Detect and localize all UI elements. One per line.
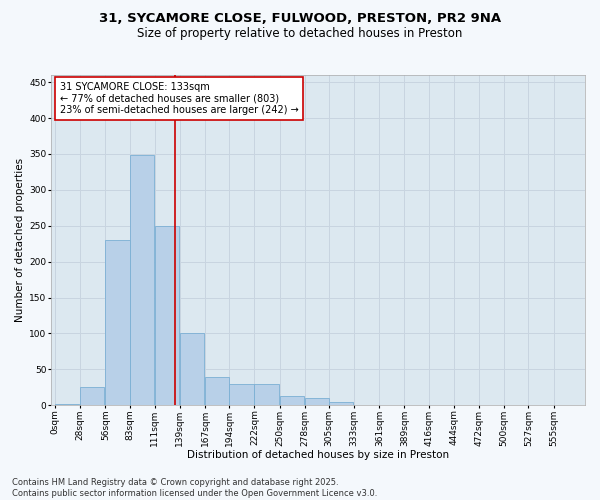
Bar — [55, 404, 79, 406]
Bar — [329, 402, 353, 406]
Y-axis label: Number of detached properties: Number of detached properties — [15, 158, 25, 322]
Bar — [180, 334, 204, 406]
Text: Size of property relative to detached houses in Preston: Size of property relative to detached ho… — [137, 28, 463, 40]
Bar — [205, 376, 229, 406]
Bar — [155, 226, 179, 406]
Bar — [354, 404, 379, 406]
Bar — [130, 156, 154, 406]
Text: 31, SYCAMORE CLOSE, FULWOOD, PRESTON, PR2 9NA: 31, SYCAMORE CLOSE, FULWOOD, PRESTON, PR… — [99, 12, 501, 26]
Bar — [254, 384, 279, 406]
Bar — [106, 240, 130, 406]
Bar — [80, 388, 104, 406]
X-axis label: Distribution of detached houses by size in Preston: Distribution of detached houses by size … — [187, 450, 449, 460]
Text: Contains HM Land Registry data © Crown copyright and database right 2025.
Contai: Contains HM Land Registry data © Crown c… — [12, 478, 377, 498]
Bar — [229, 384, 254, 406]
Text: 31 SYCAMORE CLOSE: 133sqm
← 77% of detached houses are smaller (803)
23% of semi: 31 SYCAMORE CLOSE: 133sqm ← 77% of detac… — [59, 82, 298, 116]
Bar — [280, 396, 304, 406]
Bar — [305, 398, 329, 406]
